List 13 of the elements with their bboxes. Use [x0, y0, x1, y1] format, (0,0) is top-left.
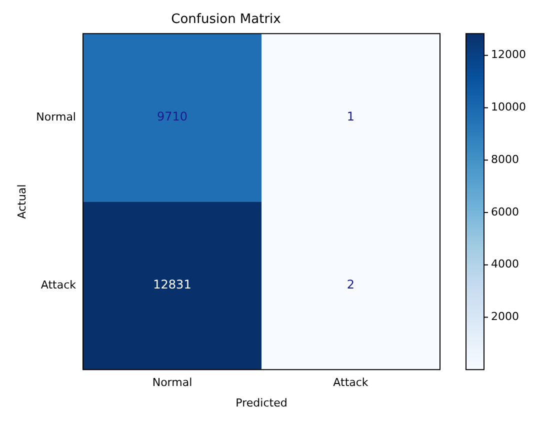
- color-bar-label: 10000: [491, 100, 526, 114]
- data-label: 12831: [153, 278, 192, 292]
- data-label: 9710: [156, 110, 188, 124]
- color-bar-label: 4000: [491, 258, 519, 271]
- color-bar-label: 6000: [491, 205, 519, 218]
- color-bar-label: 12000: [491, 48, 526, 62]
- chart-title: Confusion Matrix: [171, 12, 282, 28]
- data-label: 2: [346, 278, 355, 292]
- data-label: 1: [346, 110, 355, 124]
- x-axis-title: Predicted: [236, 396, 288, 410]
- color-bar-label: 8000: [491, 152, 519, 166]
- y-axis-title: Actual: [15, 184, 28, 219]
- color-bar-label: 2000: [491, 310, 519, 324]
